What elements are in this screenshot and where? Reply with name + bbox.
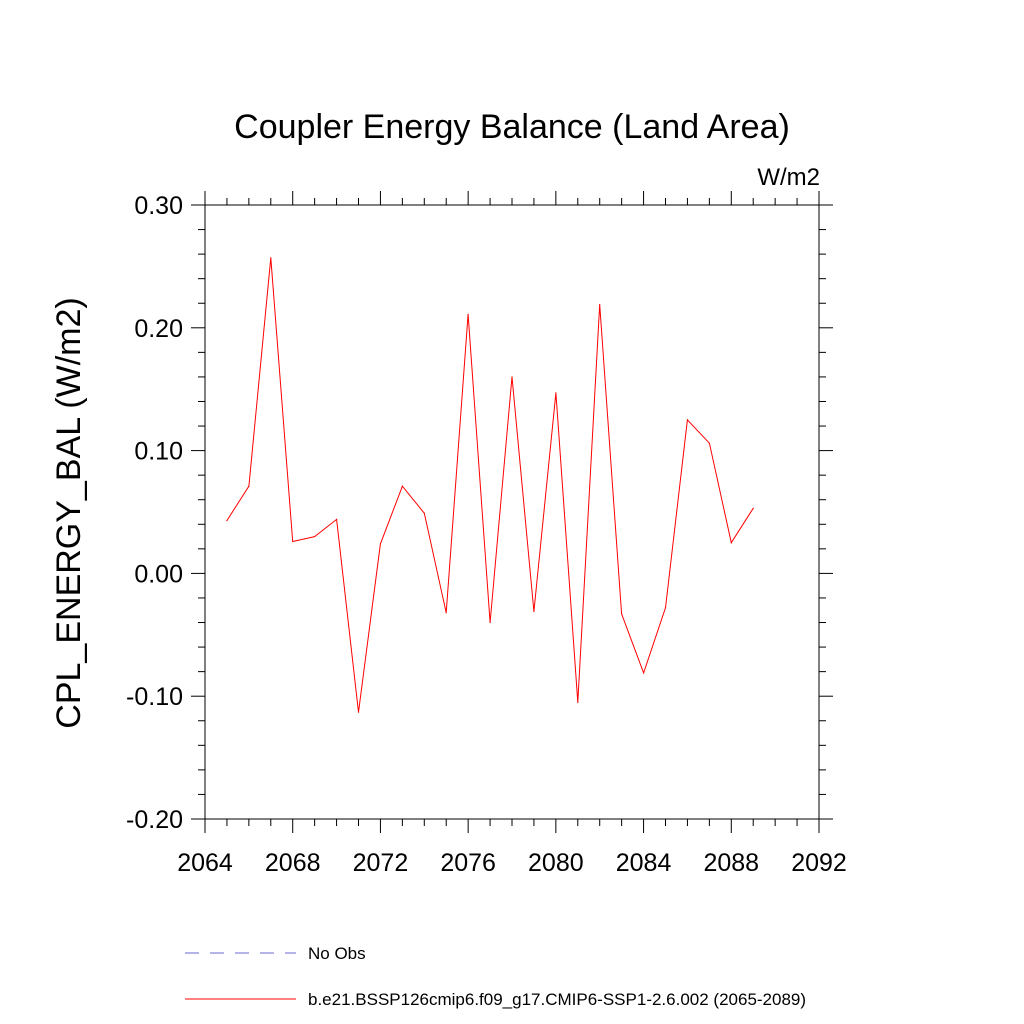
y-axis-label: CPL_ENERGY_BAL (W/m2) — [50, 297, 88, 728]
data-point — [599, 303, 601, 306]
data-point — [686, 419, 689, 421]
data-point — [226, 519, 228, 522]
legend-label: No Obs — [308, 944, 366, 963]
data-point — [621, 613, 623, 615]
x-tick-label: 2084 — [616, 849, 672, 877]
data-point — [248, 485, 250, 487]
data-point — [555, 392, 557, 394]
y-tick-label: 0.00 — [134, 560, 183, 588]
data-point — [467, 313, 469, 315]
data-point — [511, 376, 513, 378]
data-point — [292, 540, 294, 543]
y-tick-label: -0.10 — [126, 683, 183, 711]
data-point — [445, 612, 447, 614]
data-point — [401, 485, 403, 487]
series-line — [226, 257, 754, 713]
y-tick-label: 0.10 — [134, 438, 183, 466]
data-point — [335, 518, 338, 520]
plot-frame — [204, 204, 820, 820]
data-point — [577, 701, 579, 703]
data-point — [664, 607, 667, 609]
y-tick-label: -0.20 — [126, 806, 183, 834]
data-point — [423, 512, 425, 514]
data-point — [708, 442, 710, 444]
x-tick-label: 2076 — [440, 849, 496, 877]
data-point — [533, 610, 535, 613]
data-point — [314, 535, 316, 538]
data-point — [379, 543, 382, 545]
data-point — [752, 507, 754, 509]
data-point — [270, 257, 272, 259]
chart-title: Coupler Energy Balance (Land Area) — [234, 108, 790, 146]
data-point — [730, 542, 732, 544]
data-point — [489, 621, 491, 624]
x-tick-label: 2092 — [791, 849, 847, 877]
x-tick-label: 2064 — [177, 849, 233, 877]
data-point — [357, 711, 360, 713]
y-tick-label: 0.20 — [134, 315, 183, 343]
data-point — [642, 672, 645, 674]
y-axis: -0.20 -0.10 0.00 0.10 0.20 0.30 — [126, 192, 833, 834]
units-label: W/m2 — [757, 164, 820, 191]
x-tick-label: 2072 — [353, 849, 409, 877]
y-tick-label: 0.30 — [134, 192, 183, 220]
x-tick-label: 2068 — [265, 849, 321, 877]
legend-label: b.e21.BSSP126cmip6.f09_g17.CMIP6-SSP1-2.… — [308, 990, 806, 1009]
x-tick-label: 2080 — [528, 849, 584, 877]
x-axis: 2064 2068 2072 2076 2080 2084 2088 2092 — [177, 191, 847, 877]
legend: No Obs b.e21.BSSP126cmip6.f09_g17.CMIP6-S… — [185, 944, 806, 1009]
x-tick-label: 2088 — [703, 849, 759, 877]
series-layer — [226, 257, 754, 713]
